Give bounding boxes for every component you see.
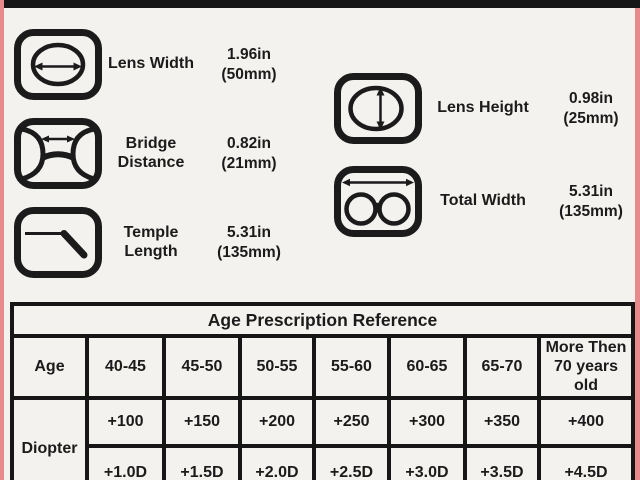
spec-value: 1.96in (50mm) [199,45,299,84]
top-black-bar [4,0,640,8]
age-range-cell: 60-65 [387,334,467,400]
temple-length-icon [13,206,103,279]
bridge-distance-icon [13,117,103,190]
spec-value: 0.82in (21mm) [199,134,299,173]
spec-label: Temple Length [123,224,179,260]
spec-row-bridge-distance: Bridge Distance 0.82in (21mm) [13,117,299,190]
total-width-icon [333,165,423,238]
diopter-cell: +2.0D [238,443,316,480]
spec-value-inches: 5.31in [569,183,613,201]
age-range-cell: 50-55 [238,334,316,400]
diopter-cell: +4.5D [536,443,636,480]
spec-row-total-width: Total Width 5.31in (135mm) [333,165,639,238]
diopter-cell: +3.5D [463,443,541,480]
age-range-cell: 40-45 [85,334,166,400]
spec-value-mm: (25mm) [563,109,619,127]
age-prescription-table: Age Prescription Reference Age 40-45 45-… [9,302,636,480]
spec-value-mm: (50mm) [221,65,277,83]
spec-row-temple-length: Temple Length 5.31in (135mm) [13,206,299,279]
diopter-label-cell: Diopter [10,395,89,480]
spec-row-lens-height: Lens Height 0.98in (25mm) [333,72,639,145]
spec-value: 5.31in (135mm) [199,223,299,262]
diopter-cell: +1.0D [85,443,166,480]
spec-row-lens-width: Lens Width 1.96in (50mm) [13,28,299,101]
spec-value: 0.98in (25mm) [543,89,639,128]
table-title: Age Prescription Reference [9,302,636,338]
lens-height-icon [333,72,423,145]
spec-value: 5.31in (135mm) [543,182,639,221]
age-range-cell: 55-60 [312,334,391,400]
diopter-cell: +100 [85,395,166,448]
age-range-cell: More Then 70 years old [536,334,636,400]
diopter-cell: +1.5D [162,443,242,480]
spec-value-mm: (21mm) [221,154,277,172]
lens-width-icon [13,28,103,101]
diopter-cell: +2.5D [312,443,391,480]
spec-label: Bridge Distance [117,135,185,171]
age-range-cell: 65-70 [463,334,541,400]
diopter-cell: +3.0D [387,443,467,480]
spec-label: Lens Width [107,55,195,73]
diopter-cell: +200 [238,395,316,448]
age-header-cell: Age [10,334,89,400]
diopter-cell: +400 [536,395,636,448]
diopter-cell: +150 [162,395,242,448]
spec-label: Total Width [440,192,526,210]
spec-value-mm: (135mm) [217,243,281,261]
spec-value-inches: 0.82in [227,135,271,153]
spec-value-mm: (135mm) [559,202,623,220]
diopter-cell: +300 [387,395,467,448]
spec-value-inches: 0.98in [569,90,613,108]
right-edge-stripe [635,8,640,480]
age-range-cell: 45-50 [162,334,242,400]
spec-label: Lens Height [437,99,529,117]
diopter-cell: +350 [463,395,541,448]
diopter-cell: +250 [312,395,391,448]
spec-value-inches: 1.96in [227,46,271,64]
spec-value-inches: 5.31in [227,224,271,242]
left-edge-stripe [0,0,4,480]
